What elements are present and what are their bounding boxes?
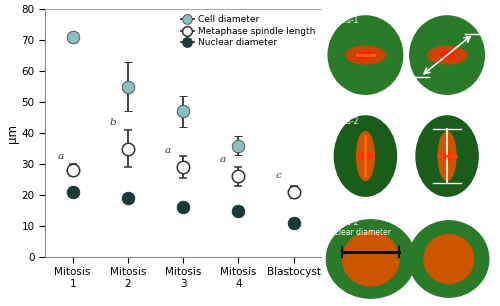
Circle shape — [358, 51, 372, 59]
Ellipse shape — [328, 16, 402, 94]
Text: a: a — [58, 152, 64, 161]
Text: Mitosis-2
nuclear diameter: Mitosis-2 nuclear diameter — [324, 218, 390, 237]
Text: Mitosis-1: Mitosis-1 — [324, 16, 359, 25]
Text: b: b — [109, 118, 116, 127]
Ellipse shape — [346, 46, 385, 64]
Ellipse shape — [334, 116, 396, 196]
Text: a: a — [164, 146, 171, 155]
Ellipse shape — [416, 116, 478, 196]
Ellipse shape — [410, 16, 484, 94]
Ellipse shape — [428, 46, 467, 64]
Text: a: a — [220, 155, 226, 164]
Ellipse shape — [409, 221, 489, 297]
Legend: Cell diameter, Metaphase spindle length, Nuclear diameter: Cell diameter, Metaphase spindle length,… — [179, 14, 317, 49]
Ellipse shape — [424, 234, 474, 283]
Y-axis label: μm: μm — [6, 124, 18, 143]
Ellipse shape — [356, 132, 374, 181]
Circle shape — [358, 152, 372, 160]
Ellipse shape — [326, 220, 415, 298]
Ellipse shape — [342, 232, 399, 286]
Circle shape — [440, 51, 454, 59]
Text: c: c — [276, 170, 281, 180]
Circle shape — [440, 152, 454, 160]
Text: Mitosis-2: Mitosis-2 — [324, 117, 359, 126]
Ellipse shape — [438, 132, 456, 181]
